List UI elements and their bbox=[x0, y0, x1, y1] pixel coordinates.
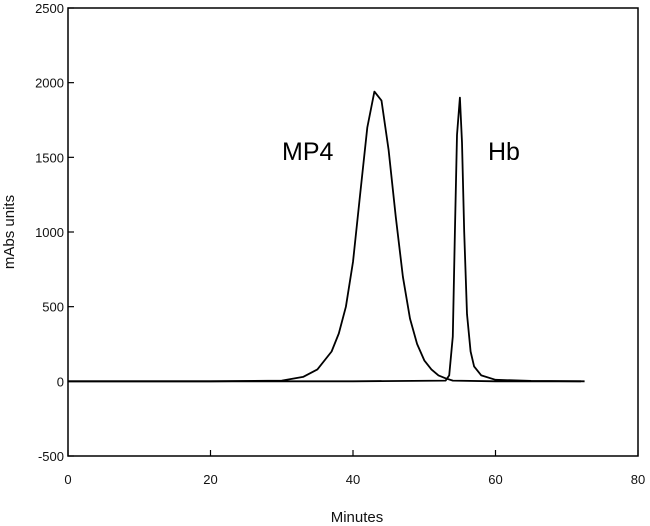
series-layer bbox=[68, 90, 585, 383]
y-axis: -500 0 500 1000 1500 2000 2500 bbox=[35, 1, 74, 464]
x-tick-label: 40 bbox=[346, 472, 360, 487]
x-axis-title: Minutes bbox=[331, 509, 384, 526]
series-line-1 bbox=[68, 90, 581, 383]
y-tick-label: 0 bbox=[57, 374, 64, 389]
y-tick-label: 500 bbox=[42, 300, 64, 315]
x-tick-label: 0 bbox=[64, 472, 71, 487]
y-tick-label: 1500 bbox=[35, 150, 64, 165]
annotation-hb: Hb bbox=[488, 138, 520, 166]
y-tick-label: 2000 bbox=[35, 76, 64, 91]
plot-area bbox=[67, 7, 639, 457]
y-tick-label: 1000 bbox=[35, 225, 64, 240]
x-tick-label: 20 bbox=[203, 472, 217, 487]
y-tick-label: 2500 bbox=[35, 1, 64, 16]
x-tick-label: 80 bbox=[631, 472, 645, 487]
y-axis-title: mAbs units bbox=[1, 195, 18, 269]
y-tick-label: -500 bbox=[38, 449, 64, 464]
plot-border bbox=[67, 7, 639, 457]
x-tick-label: 60 bbox=[488, 472, 502, 487]
x-axis: 0 20 40 60 80 bbox=[64, 450, 645, 487]
series-line-2 bbox=[68, 96, 585, 383]
annotation-mp4: MP4 bbox=[282, 138, 334, 166]
